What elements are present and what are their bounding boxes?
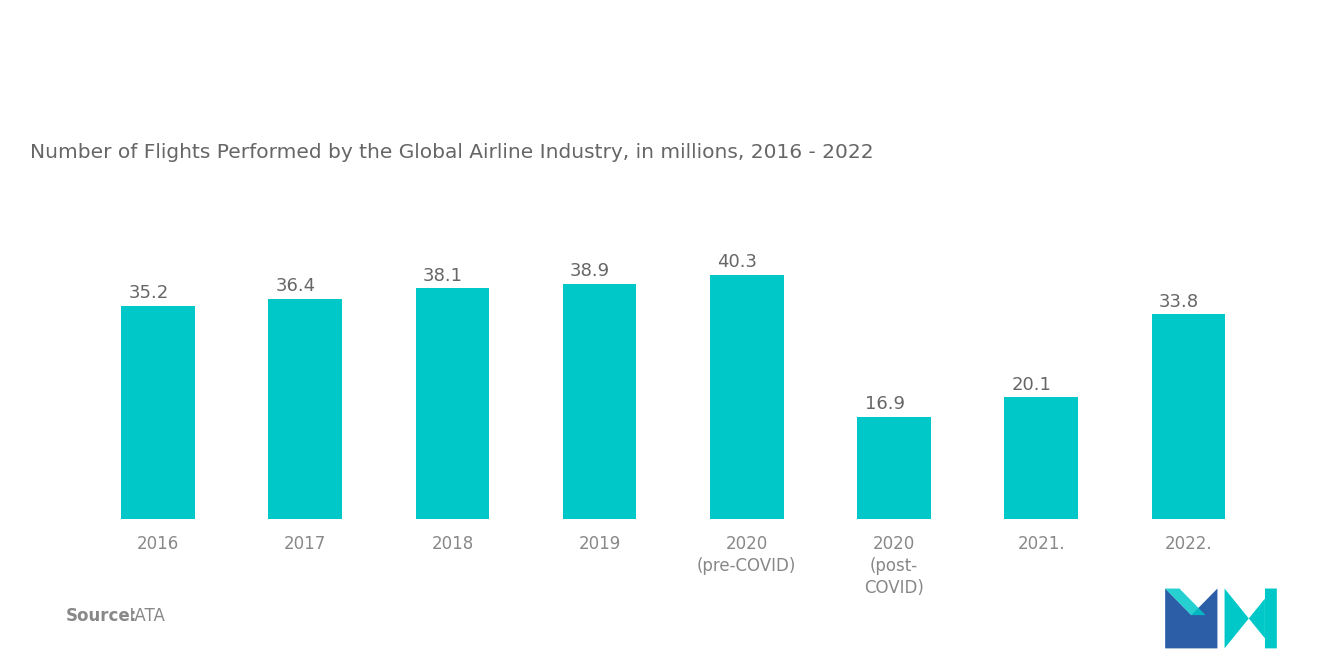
Bar (857, 416, 931, 519)
Polygon shape (1225, 589, 1276, 648)
Bar (1151, 315, 1225, 519)
Bar (416, 289, 490, 519)
Text: 40.3: 40.3 (717, 253, 758, 271)
Text: 35.2: 35.2 (128, 284, 169, 303)
Text: 33.8: 33.8 (1159, 293, 1199, 311)
Text: 36.4: 36.4 (276, 277, 315, 295)
Text: 16.9: 16.9 (865, 395, 904, 413)
Text: Source:: Source: (66, 607, 137, 625)
Bar (710, 275, 784, 519)
Text: 38.9: 38.9 (570, 262, 610, 280)
Text: Number of Flights Performed by the Global Airline Industry, in millions, 2016 - : Number of Flights Performed by the Globa… (29, 144, 874, 162)
Text: 38.1: 38.1 (422, 267, 463, 285)
Text: 20.1: 20.1 (1011, 376, 1052, 394)
Bar (268, 299, 342, 519)
Polygon shape (1166, 589, 1205, 615)
Bar (1005, 397, 1078, 519)
Bar (121, 306, 195, 519)
Bar (562, 283, 636, 519)
Text: IATA: IATA (119, 607, 165, 625)
Polygon shape (1166, 589, 1217, 648)
